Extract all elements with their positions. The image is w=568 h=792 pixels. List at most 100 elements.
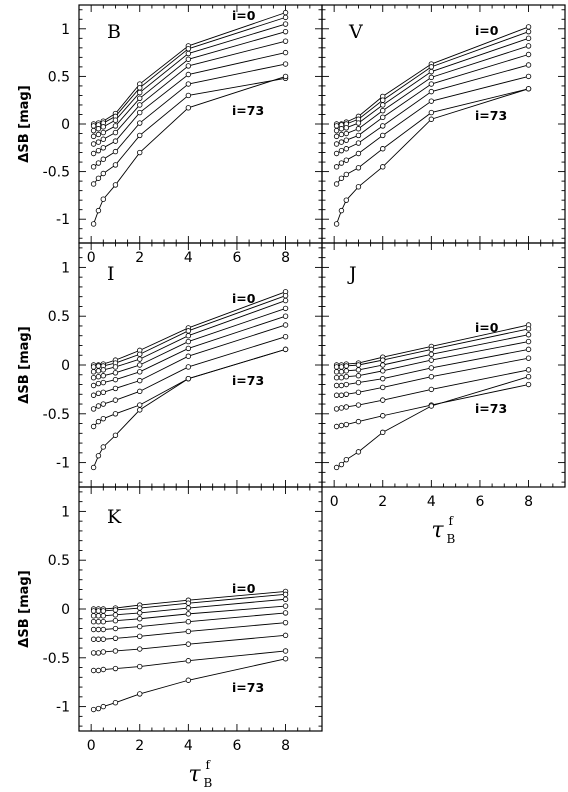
data-point [90, 392, 97, 398]
data-point [338, 392, 345, 398]
data-point [100, 608, 106, 614]
data-point [90, 181, 97, 187]
annotation-i0: i=0 [232, 581, 256, 596]
data-point [282, 305, 289, 312]
data-point [95, 650, 102, 656]
annotation-i73: i=73 [475, 108, 507, 123]
data-point [355, 132, 362, 139]
data-point [355, 402, 362, 408]
data-point [100, 703, 106, 710]
data-point [137, 356, 143, 362]
data-point [333, 382, 340, 389]
series-line-8 [93, 75, 286, 225]
data-point [380, 362, 386, 368]
data-point [355, 165, 362, 171]
data-point [525, 62, 532, 68]
data-point [282, 73, 289, 80]
data-point [185, 333, 192, 339]
data-point [355, 373, 362, 379]
data-point [90, 374, 97, 381]
data-point [355, 379, 362, 386]
data-point [95, 613, 102, 619]
x-axis-label: τ [431, 518, 444, 543]
data-point [380, 384, 386, 391]
data-point [90, 221, 97, 227]
annotation-i73: i=73 [232, 680, 264, 695]
y-tick-label: -1 [56, 456, 70, 472]
data-point [338, 147, 345, 154]
data-point [338, 374, 345, 381]
data-point [137, 102, 143, 108]
x-tick-label: 0 [87, 738, 96, 754]
data-point [95, 147, 102, 154]
data-point [282, 322, 289, 328]
data-point [95, 626, 102, 633]
data-point [185, 618, 192, 625]
data-point [185, 677, 192, 683]
data-point [100, 444, 106, 450]
data-point [185, 611, 192, 617]
data-point [428, 346, 435, 353]
data-point [112, 635, 119, 641]
data-point [355, 120, 362, 126]
data-point [185, 50, 192, 57]
data-point [428, 74, 435, 81]
data-point [428, 386, 435, 393]
data-point [525, 381, 532, 388]
data-point [90, 150, 97, 157]
data-point [380, 146, 386, 152]
data-point [137, 132, 143, 139]
data-point [95, 608, 102, 614]
data-point [428, 68, 435, 75]
data-point [112, 665, 119, 672]
data-point [428, 403, 435, 409]
data-point [428, 351, 435, 357]
data-point [282, 619, 289, 626]
data-point [95, 390, 102, 397]
data-point [185, 353, 192, 359]
data-point [343, 157, 349, 163]
data-point [137, 377, 143, 384]
data-point [90, 608, 97, 614]
annotation-i73: i=73 [475, 401, 507, 416]
data-point [338, 160, 345, 166]
data-point [343, 421, 349, 428]
data-point [137, 109, 143, 116]
data-point [338, 369, 345, 375]
data-point [343, 137, 349, 143]
data-point [100, 636, 106, 642]
data-point [137, 616, 143, 622]
y-axis-label: ΔSB [mag] [17, 326, 32, 403]
data-point [137, 646, 143, 652]
x-tick-label: 4 [427, 494, 436, 510]
data-point [90, 650, 97, 656]
data-point [355, 389, 362, 396]
data-point [137, 120, 143, 126]
x-axis-label-subscript: B [204, 776, 213, 790]
data-point [112, 148, 119, 155]
data-point [185, 46, 192, 52]
data-point [338, 207, 345, 214]
data-point [185, 628, 192, 635]
data-point [380, 375, 386, 382]
panel-letter: J [347, 263, 357, 285]
data-point [380, 123, 386, 129]
data-point [282, 346, 289, 353]
data-point [95, 207, 102, 214]
annotation-i73: i=73 [232, 103, 264, 118]
data-point [100, 136, 106, 142]
data-point [95, 139, 102, 145]
data-point [112, 117, 119, 123]
data-point [185, 81, 192, 87]
data-point [380, 429, 386, 436]
data-point [95, 418, 102, 425]
data-point [112, 129, 119, 136]
data-point [90, 464, 97, 471]
x-tick-label: 2 [378, 494, 387, 510]
data-point [333, 406, 340, 412]
y-tick-label: -0.5 [43, 651, 70, 667]
data-point [137, 351, 143, 357]
data-point [112, 411, 119, 417]
data-point [95, 374, 102, 380]
